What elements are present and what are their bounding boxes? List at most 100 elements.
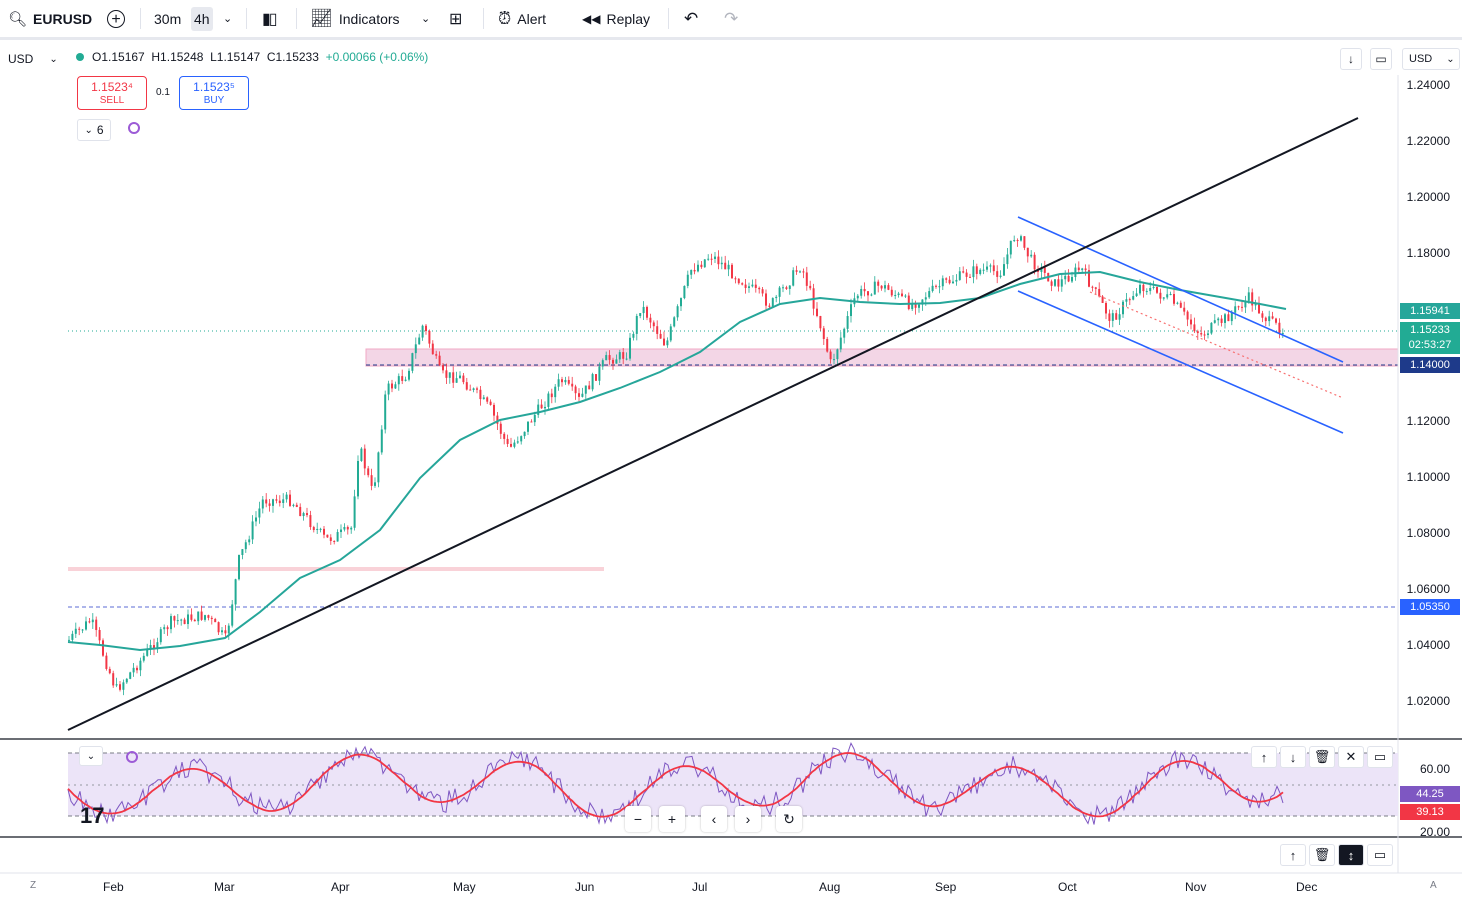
search-icon: 🔍︎ — [8, 10, 28, 28]
zoom-out-button[interactable]: − — [625, 806, 651, 832]
candle-body — [530, 421, 533, 423]
candlesticks — [68, 234, 1284, 696]
candle-body — [1040, 267, 1043, 272]
candle-body — [166, 627, 169, 630]
candle-body — [622, 352, 625, 359]
indicators-dropdown-chevron-icon[interactable]: ⌄ — [421, 13, 431, 25]
candle-body — [809, 285, 812, 289]
candle-body — [1258, 302, 1260, 314]
candle-body — [489, 401, 492, 405]
candle-body — [217, 622, 220, 633]
axis-currency-select[interactable]: USD ⌄ — [1402, 48, 1460, 70]
symbol-search-button[interactable]: 🔍︎ EURUSD — [8, 0, 92, 37]
candle-body — [523, 431, 526, 437]
candle-body — [214, 619, 217, 623]
candle-body — [673, 317, 676, 327]
candle-body — [612, 359, 614, 364]
chart-type-button[interactable]: ▮▯ — [262, 0, 278, 37]
undo-icon[interactable]: ↶ — [684, 8, 699, 28]
candle-body — [690, 269, 693, 275]
reset-icon: ↻ — [783, 810, 795, 827]
alert-button[interactable]: ⏰︎ Alert — [498, 8, 547, 28]
candle-body — [1101, 296, 1104, 303]
candle-body — [115, 684, 118, 686]
candle-body — [153, 645, 155, 650]
candle-body — [251, 521, 254, 540]
candle-body — [234, 579, 237, 605]
candle-body — [996, 271, 999, 277]
candle-body — [591, 374, 594, 390]
candle-body — [204, 615, 206, 620]
candle-body — [805, 272, 808, 286]
sell-button[interactable]: 1.1523⁴ SELL — [77, 76, 147, 110]
candle-body — [149, 645, 152, 649]
timeframe-30m[interactable]: 30m — [154, 10, 182, 27]
candle-body — [1281, 333, 1284, 335]
layout-button[interactable]: ⊞ — [449, 0, 462, 37]
replay-button[interactable]: ◀◀ Replay — [582, 10, 651, 27]
candle-body — [608, 355, 611, 360]
zoom-in-button[interactable]: + — [659, 806, 685, 832]
candle-body — [428, 331, 431, 344]
candle-body — [248, 539, 251, 543]
candle-body — [258, 508, 261, 518]
timeframe-4h[interactable]: 4h — [191, 0, 213, 37]
candle-body — [1006, 254, 1009, 265]
candle-body — [442, 365, 444, 371]
low-value: L1.15147 — [210, 50, 261, 64]
candle-body — [860, 288, 863, 296]
candle-body — [1203, 334, 1206, 336]
candle-body — [775, 296, 778, 299]
rsi-collapse-button[interactable]: ⌄ — [79, 746, 103, 766]
candle-body — [1084, 268, 1087, 271]
candle-body — [1156, 286, 1158, 293]
collapse-pane-button-2[interactable]: ↕ — [1338, 844, 1364, 866]
price-tick: 1.12000 — [1406, 414, 1450, 428]
rsi-settings-icon[interactable] — [126, 751, 138, 763]
currency-select[interactable]: USD ⌄ — [8, 52, 58, 66]
maximize-pane-button-3[interactable]: ▭ — [1367, 844, 1393, 866]
auto-scale-button[interactable]: A — [1430, 880, 1437, 891]
scroll-left-button[interactable]: ‹ — [701, 806, 727, 832]
candle-body — [659, 333, 662, 339]
candle-body — [353, 496, 356, 528]
candle-body — [411, 353, 414, 371]
redo-icon[interactable]: ↷ — [724, 8, 739, 28]
buy-button[interactable]: 1.1523⁵ BUY — [179, 76, 249, 110]
rsi-value-label: 44.25 — [1400, 786, 1460, 802]
indicators-button[interactable]: 📈︎ Indicators — [310, 8, 400, 28]
timeframe-dropdown-chevron-icon[interactable]: ⌄ — [223, 13, 233, 25]
candle-body — [1064, 275, 1067, 280]
candle-body — [146, 648, 149, 656]
candle-body — [948, 279, 951, 284]
spread-value: 0.1 — [156, 87, 170, 98]
maximize-pane-button[interactable]: ▭ — [1370, 48, 1392, 70]
scroll-right-button[interactable]: › — [735, 806, 761, 832]
candle-body — [1166, 294, 1169, 298]
candle-body — [778, 287, 781, 297]
reset-chart-button[interactable]: ↻ — [776, 806, 802, 832]
candle-body — [1169, 294, 1172, 296]
move-pane-down-button[interactable]: ↓ — [1280, 746, 1306, 768]
candle-body — [360, 448, 363, 461]
candle-body — [1173, 294, 1175, 304]
indicators-collapse-button[interactable]: ⌄ 6 — [77, 119, 111, 141]
candle-body — [999, 275, 1002, 277]
compare-button[interactable]: + — [107, 0, 125, 37]
candle-body — [1207, 333, 1209, 335]
scroll-down-button[interactable]: ↓ — [1340, 48, 1362, 70]
delete-pane-button[interactable]: 🗑︎ — [1309, 746, 1335, 768]
move-pane-up-button[interactable]: ↑ — [1251, 746, 1277, 768]
candle-body — [625, 358, 628, 360]
maximize-pane-button-2[interactable]: ▭ — [1367, 746, 1393, 768]
candle-body — [629, 337, 631, 359]
collapse-pane-button[interactable]: ✕ — [1338, 746, 1364, 768]
candle-body — [632, 333, 635, 338]
candle-body — [897, 293, 900, 295]
move-pane-up-button-2[interactable]: ↑ — [1280, 844, 1306, 866]
candle-body — [170, 616, 172, 630]
indicator-settings-icon[interactable] — [128, 122, 140, 134]
timezone-button[interactable]: Z — [30, 880, 37, 891]
delete-pane-button-2[interactable]: 🗑︎ — [1309, 844, 1335, 866]
